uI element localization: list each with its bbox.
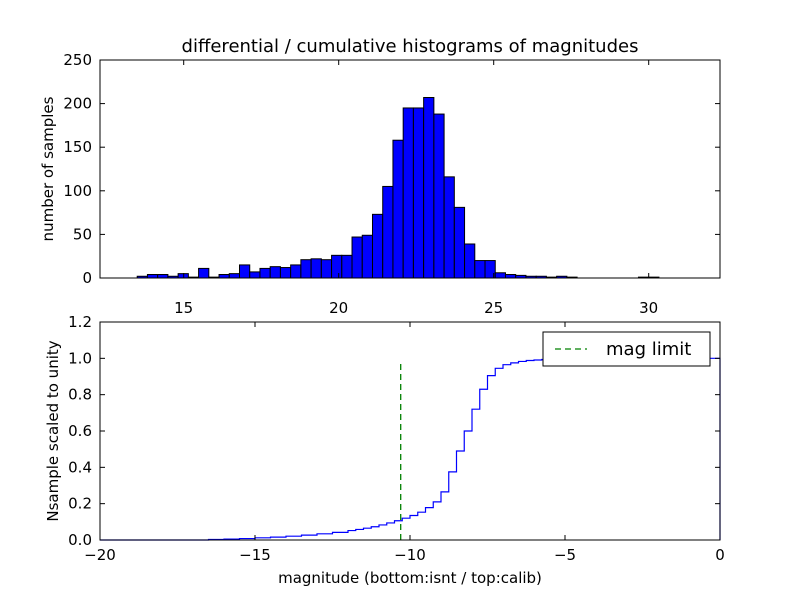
histogram-bar bbox=[464, 243, 476, 279]
y-tick-label: 150 bbox=[63, 138, 92, 156]
y-tick-label: 1.0 bbox=[68, 349, 92, 367]
histogram-axes-frame bbox=[99, 59, 721, 279]
y-tick-label: 100 bbox=[63, 182, 92, 200]
histogram-bar bbox=[382, 185, 394, 279]
y-tick-label: 0 bbox=[82, 269, 92, 287]
histogram-title: differential / cumulative histograms of … bbox=[182, 36, 639, 57]
cumulative-y-ticks: 0.0 0.2 0.4 0.6 0.8 1.0 1.2 bbox=[68, 313, 720, 549]
x-tick-label: −20 bbox=[84, 546, 116, 564]
histogram-bar bbox=[218, 274, 230, 279]
histogram-bar bbox=[249, 271, 261, 279]
x-tick-label: −5 bbox=[554, 546, 576, 564]
histogram-bar bbox=[433, 113, 445, 279]
x-tick-label: 25 bbox=[484, 299, 503, 317]
histogram-bar bbox=[300, 259, 312, 279]
histogram-bar bbox=[453, 206, 466, 279]
histogram-bar bbox=[290, 264, 302, 279]
cumulative-x-axis-label: magnitude (bottom:isnt / top:calib) bbox=[278, 569, 542, 587]
histogram-bar bbox=[279, 267, 292, 279]
y-tick-label: 0.6 bbox=[68, 422, 92, 440]
histogram-bar bbox=[310, 258, 322, 279]
histogram-bar bbox=[146, 274, 159, 279]
legend: mag limit bbox=[542, 331, 711, 367]
histogram-x-ticks: 15 20 25 30 bbox=[174, 60, 658, 317]
histogram-bar bbox=[157, 274, 169, 279]
histogram-bar bbox=[228, 273, 241, 279]
x-tick-label: 20 bbox=[329, 299, 348, 317]
histogram-bar bbox=[341, 254, 353, 279]
y-tick-label: 1.2 bbox=[68, 313, 92, 331]
y-tick-label: 0.0 bbox=[68, 531, 92, 549]
histogram-bar bbox=[443, 176, 455, 279]
histogram-bars bbox=[136, 97, 660, 279]
cumulative-x-ticks: −20 −15 −10 −5 0 bbox=[84, 322, 725, 564]
y-tick-label: 250 bbox=[63, 51, 92, 69]
histogram-chart: differential / cumulative histograms of … bbox=[39, 36, 721, 317]
legend-label-mag-limit: mag limit bbox=[606, 339, 691, 360]
histogram-bar bbox=[269, 266, 281, 279]
histogram-bar bbox=[474, 260, 486, 279]
y-tick-label: 0.2 bbox=[68, 495, 92, 513]
histogram-y-ticks: 0 50 100 150 200 250 bbox=[63, 51, 720, 287]
histogram-bar bbox=[392, 139, 404, 279]
y-tick-label: 200 bbox=[63, 95, 92, 113]
x-tick-label: −10 bbox=[394, 546, 426, 564]
y-tick-label: 50 bbox=[73, 225, 92, 243]
histogram-bar bbox=[402, 107, 414, 279]
x-tick-label: 0 bbox=[715, 546, 725, 564]
cumulative-y-axis-label: Nsample scaled to unity bbox=[44, 340, 62, 521]
x-tick-label: −15 bbox=[239, 546, 271, 564]
cumulative-chart: −20 −15 −10 −5 0 0.0 0.2 0.4 0.6 0.8 1.0 1.2 magni… bbox=[44, 313, 725, 587]
histogram-y-axis-label: number of samples bbox=[39, 96, 57, 241]
x-tick-label: 15 bbox=[174, 299, 193, 317]
x-tick-label: 30 bbox=[639, 299, 658, 317]
histogram-bar bbox=[198, 267, 210, 279]
histogram-bar bbox=[494, 272, 506, 279]
histogram-bar bbox=[239, 264, 251, 279]
histogram-bar bbox=[371, 213, 384, 279]
histogram-bar bbox=[331, 254, 343, 279]
histogram-bar bbox=[320, 259, 333, 279]
histogram-bar bbox=[504, 274, 517, 279]
histogram-bar bbox=[412, 107, 425, 279]
y-tick-label: 0.8 bbox=[68, 386, 92, 404]
histogram-bar bbox=[351, 236, 363, 279]
histogram-bar bbox=[361, 234, 373, 279]
histogram-bar bbox=[423, 97, 435, 279]
y-tick-label: 0.4 bbox=[68, 458, 92, 476]
histogram-bar bbox=[259, 267, 271, 279]
